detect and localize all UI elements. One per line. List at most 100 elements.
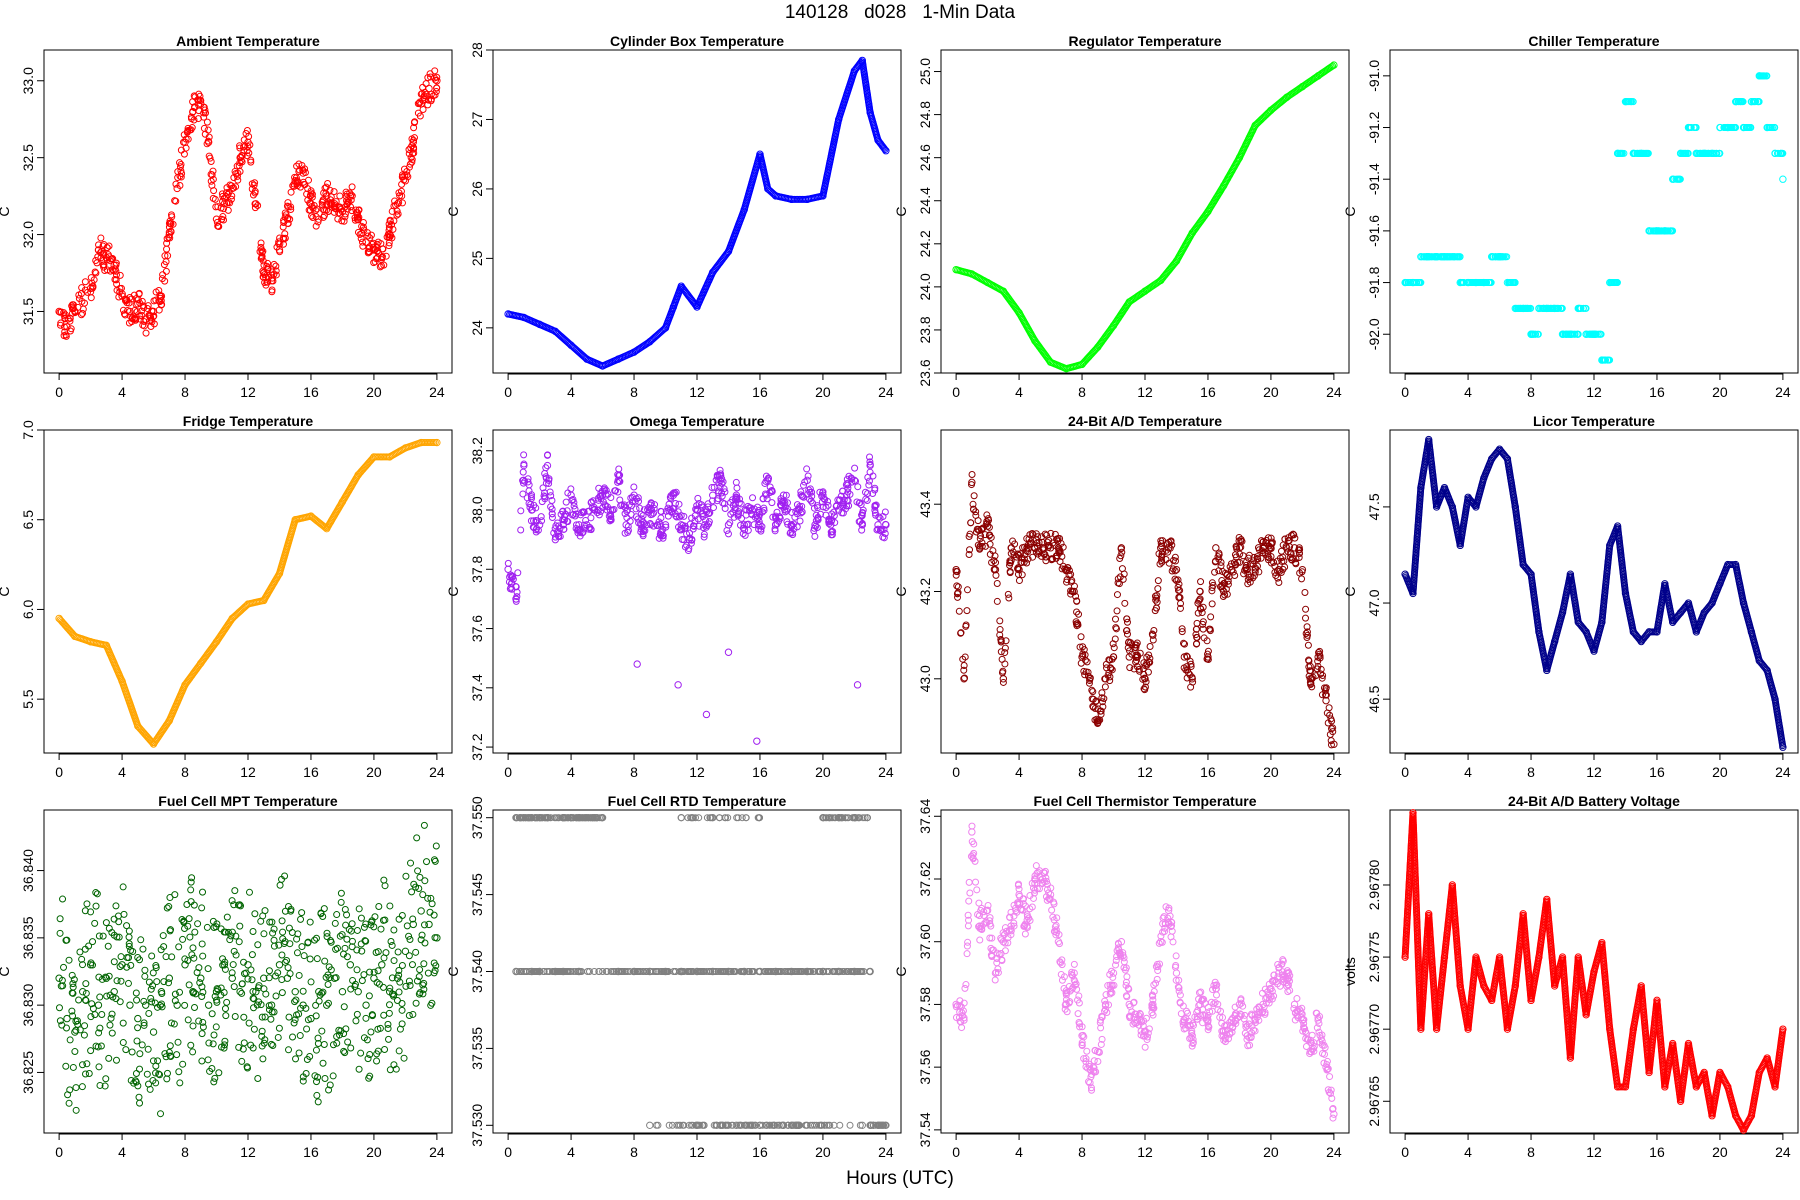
ambient-temperature-frame: [43, 49, 453, 374]
24-bit-a-d-temperature-scatter-point: [1154, 585, 1162, 593]
24-bit-a-d-temperature-scatter-point: [1193, 619, 1201, 627]
24-bit-a-d-temperature-x-tick-label: 8: [1078, 764, 1086, 780]
regulator-temperature-y-tick-label: 24.2: [917, 230, 933, 257]
chiller-temperature-title: Chiller Temperature: [1528, 33, 1659, 49]
omega-temperature-scatter-point: [517, 526, 525, 534]
ambient-temperature-scatter-point: [197, 96, 205, 104]
24-bit-a-d-temperature-scatter-point: [1113, 607, 1121, 615]
ambient-temperature-scatter-point: [136, 315, 144, 323]
ambient-temperature-scatter-point: [163, 239, 171, 247]
licor-temperature-x-tick-label: 20: [1712, 764, 1728, 780]
omega-temperature-y-tick-label: 37.4: [469, 674, 485, 701]
24-bit-a-d-temperature-x-tick-label: 20: [1263, 764, 1279, 780]
24-bit-a-d-temperature-x-tick-label: 4: [1015, 764, 1023, 780]
omega-temperature-scatter-point: [803, 465, 811, 473]
ambient-temperature-scatter-point: [165, 223, 173, 231]
omega-temperature-scatter-point: [630, 483, 638, 491]
omega-temperature-scatter-point: [861, 488, 869, 496]
ambient-temperature-scatter-point: [172, 180, 180, 188]
chiller-temperature-y-tick-label: -91.0: [1366, 60, 1382, 92]
cylinder-box-temperature-y-label: C: [445, 206, 461, 216]
ambient-temperature-scatter-point: [163, 235, 171, 243]
chiller-temperature-y-tick-label: -91.8: [1366, 266, 1382, 298]
ambient-temperature-scatter-point: [180, 150, 188, 158]
fridge-temperature-x-tick-label: 16: [303, 764, 319, 780]
ambient-temperature-title: Ambient Temperature: [176, 33, 320, 49]
ambient-temperature-scatter-point: [270, 260, 278, 268]
24-bit-a-d-temperature-scatter-point: [1077, 633, 1085, 641]
omega-temperature-point: [853, 681, 862, 689]
regulator-temperature-y-tick-label: 24.8: [917, 101, 933, 128]
fridge-temperature-y-tick-label: 6.0: [20, 600, 36, 620]
omega-temperature-x-tick-label: 20: [815, 764, 831, 780]
omega-temperature-y-tick-label: 37.8: [469, 555, 485, 582]
ambient-temperature-scatter-point: [178, 169, 186, 177]
regulator-temperature-y-tick-label: 25.0: [917, 58, 933, 85]
ambient-temperature-scatter-point: [324, 179, 332, 187]
ambient-temperature-scatter-point: [146, 311, 154, 319]
ambient-temperature-scatter-point: [211, 195, 219, 203]
ambient-temperature-scatter-point: [287, 188, 295, 196]
ambient-temperature-scatter-point: [68, 302, 76, 310]
24-bit-a-d-temperature-title: 24-Bit A/D Temperature: [1068, 413, 1222, 429]
ambient-temperature-scatter-point: [431, 67, 439, 75]
fridge-temperature-y-tick-label: 7.0: [20, 420, 36, 440]
ambient-temperature-scatter-point: [190, 116, 198, 124]
24-bit-a-d-temperature-scatter-point: [1197, 578, 1205, 586]
ambient-temperature-point: [212, 215, 221, 223]
cylinder-box-temperature-x-tick-label: 12: [689, 384, 705, 400]
24-bit-a-d-temperature-scatter-point: [1111, 615, 1119, 623]
24-bit-a-d-temperature-x-tick-label: 24: [1326, 764, 1342, 780]
ambient-temperature-scatter-point: [284, 199, 292, 207]
ambient-temperature-scatter-point: [116, 284, 124, 292]
ambient-temperature-scatter-point: [111, 265, 119, 273]
cylinder-box-temperature-x-tick-label: 0: [504, 384, 512, 400]
ambient-temperature-scatter-point: [161, 277, 169, 285]
omega-temperature-x-tick-label: 8: [630, 764, 638, 780]
24-bit-a-d-temperature-y-tick-label: 43.2: [917, 578, 933, 605]
ambient-temperature-scatter-point: [116, 271, 124, 279]
24-bit-a-d-temperature-scatter-point: [1277, 547, 1285, 555]
ambient-temperature-scatter-point: [142, 329, 150, 337]
regulator-temperature-y-tick-label: 24.6: [917, 144, 933, 171]
fridge-temperature-x-tick-label: 20: [366, 764, 382, 780]
ambient-temperature-scatter-point: [422, 80, 430, 88]
24-bit-a-d-temperature-scatter-point: [1001, 660, 1009, 668]
ambient-temperature-scatter-point: [121, 311, 129, 319]
licor-temperature-y-tick-label: 47.0: [1366, 589, 1382, 616]
ambient-temperature-scatter-point: [62, 332, 70, 340]
regulator-temperature-y-tick-label: 23.6: [917, 359, 933, 386]
omega-temperature-scatter-point: [804, 472, 812, 480]
chiller-temperature-x-tick-label: 4: [1464, 384, 1472, 400]
ambient-temperature-scatter-point: [336, 192, 344, 200]
ambient-temperature-scatter-point: [119, 306, 127, 314]
ambient-temperature-scatter-point: [194, 96, 202, 104]
ambient-temperature-scatter-point: [108, 266, 116, 274]
ambient-temperature-scatter-point: [138, 307, 146, 315]
ambient-temperature-scatter-point: [203, 118, 211, 126]
24-bit-a-d-temperature-scatter-point: [1001, 644, 1009, 652]
licor-temperature-x-tick-label: 0: [1401, 764, 1409, 780]
licor-temperature-x-tick-label: 16: [1649, 764, 1665, 780]
24-bit-a-d-temperature-y-label: C: [893, 586, 909, 596]
regulator-temperature-y-tick-label: 23.8: [917, 316, 933, 343]
ambient-temperature-scatter-point: [92, 269, 100, 277]
regulator-temperature-x-tick-label: 4: [1015, 384, 1023, 400]
24-bit-a-d-temperature-scatter-point: [1207, 613, 1215, 621]
24-bit-a-d-temperature-x-tick-label: 0: [952, 764, 960, 780]
ambient-temperature-scatter-point: [168, 213, 176, 221]
ambient-temperature-scatter-point: [204, 126, 212, 134]
ambient-temperature-panel: Ambient TemperatureC0481216202431.532.03…: [0, 33, 453, 400]
24-bit-a-d-temperature-scatter-point: [1113, 591, 1121, 599]
cylinder-box-temperature-x-tick-label: 8: [630, 384, 638, 400]
cylinder-box-temperature-y-tick-label: 27: [469, 111, 485, 127]
chiller-temperature-x-tick-label: 20: [1712, 384, 1728, 400]
ambient-temperature-scatter-point: [57, 308, 65, 316]
24-bit-a-d-temperature-scatter-point: [1110, 644, 1118, 652]
24-bit-a-d-temperature-scatter-point: [1208, 600, 1216, 608]
24-bit-a-d-temperature-scatter-point: [1015, 577, 1023, 585]
regulator-temperature-x-tick-label: 12: [1137, 384, 1153, 400]
